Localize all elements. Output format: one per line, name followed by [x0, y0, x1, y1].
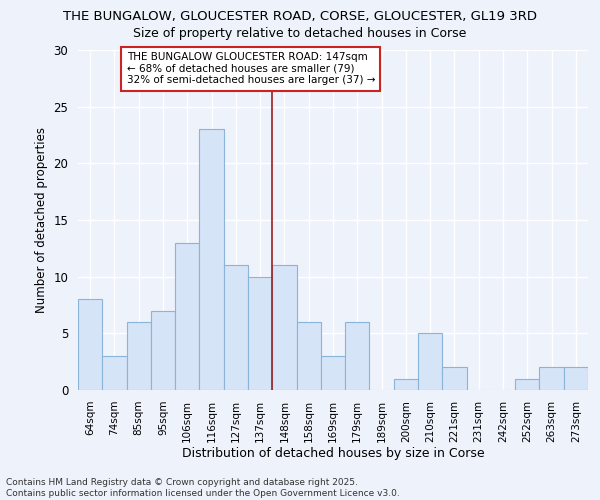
Text: Size of property relative to detached houses in Corse: Size of property relative to detached ho…	[133, 28, 467, 40]
Bar	[321, 356, 345, 390]
Text: Contains HM Land Registry data © Crown copyright and database right 2025.
Contai: Contains HM Land Registry data © Crown c…	[6, 478, 400, 498]
Bar	[175, 242, 199, 390]
Text: THE BUNGALOW GLOUCESTER ROAD: 147sqm
← 68% of detached houses are smaller (79)
3: THE BUNGALOW GLOUCESTER ROAD: 147sqm ← 6…	[127, 52, 375, 86]
Bar	[515, 378, 539, 390]
Bar	[442, 368, 467, 390]
Bar	[539, 368, 564, 390]
Bar	[296, 322, 321, 390]
Bar	[272, 266, 296, 390]
X-axis label: Distribution of detached houses by size in Corse: Distribution of detached houses by size …	[182, 448, 484, 460]
Bar	[102, 356, 127, 390]
Bar	[418, 334, 442, 390]
Bar	[224, 266, 248, 390]
Y-axis label: Number of detached properties: Number of detached properties	[35, 127, 48, 313]
Bar	[127, 322, 151, 390]
Bar	[151, 310, 175, 390]
Bar	[394, 378, 418, 390]
Bar	[199, 130, 224, 390]
Bar	[248, 276, 272, 390]
Bar	[78, 300, 102, 390]
Bar	[564, 368, 588, 390]
Bar	[345, 322, 370, 390]
Text: THE BUNGALOW, GLOUCESTER ROAD, CORSE, GLOUCESTER, GL19 3RD: THE BUNGALOW, GLOUCESTER ROAD, CORSE, GL…	[63, 10, 537, 23]
